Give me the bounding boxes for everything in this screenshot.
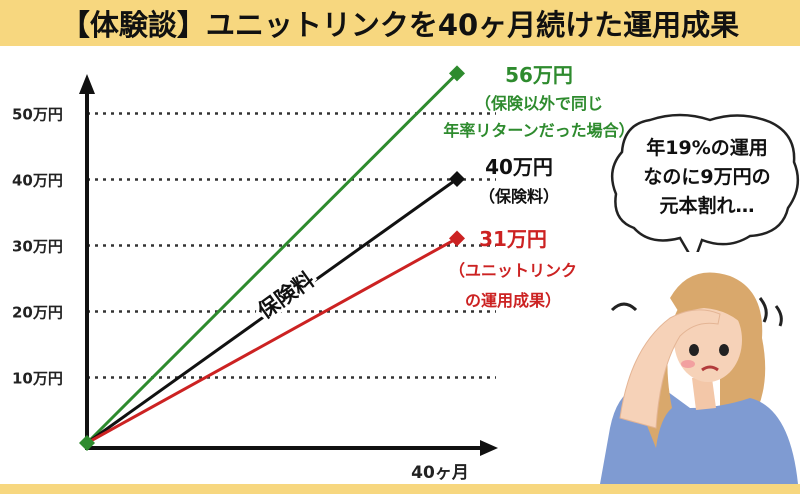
bubble-line: なのに9万円の <box>643 166 771 188</box>
bubble-line: 元本割れ… <box>659 195 755 217</box>
inline-line-label: 保険料 <box>253 267 319 324</box>
worry-mark <box>610 302 638 312</box>
axes <box>79 74 498 456</box>
bubble-line: 年19%の運用 <box>646 137 768 159</box>
series-line <box>86 177 458 445</box>
y-axis-arrow <box>79 74 95 94</box>
speech-bubble <box>610 113 800 252</box>
annotation-label: （ユニットリンク <box>449 261 577 280</box>
start-marker <box>79 435 95 451</box>
series-line <box>86 237 458 445</box>
blush <box>681 360 695 368</box>
right-eye <box>719 344 729 356</box>
bubble-outline <box>610 113 800 252</box>
y-tick-label: 30万円 <box>12 238 63 256</box>
neck <box>692 378 716 410</box>
y-tick-label: 50万円 <box>12 106 63 124</box>
worried-woman-illustration <box>600 272 798 484</box>
value-label: 40万円 <box>485 155 553 179</box>
y-tick-labels: 10万円 20万円 30万円 40万円 50万円 <box>12 106 63 388</box>
annotation-label: 年率リターンだった場合） <box>443 121 634 140</box>
raised-hand <box>619 309 721 429</box>
value-label: 56万円 <box>505 63 573 87</box>
value-label: 31万円 <box>479 227 547 251</box>
worry-mark <box>758 297 768 323</box>
worry-mark <box>774 305 783 327</box>
page-title: 【体験談】ユニットリンクを40ヶ月続けた運用成果 <box>60 8 740 42</box>
series-line <box>85 72 459 445</box>
title-banner: 【体験談】ユニットリンクを40ヶ月続けた運用成果 <box>0 0 800 46</box>
x-axis-label: 40ヶ月 <box>411 463 469 483</box>
annotation-label: （保険料） <box>479 187 559 206</box>
gridlines <box>87 112 496 379</box>
series-lines <box>79 65 465 451</box>
annotation-label: の運用成果） <box>465 291 561 310</box>
bubble-text: 年19%の運用 なのに9万円の 元本割れ… <box>622 134 792 221</box>
end-marker <box>449 65 465 82</box>
y-tick-label: 40万円 <box>12 172 63 190</box>
end-marker <box>449 230 465 247</box>
hair-front <box>674 287 746 328</box>
bottom-strip <box>0 484 800 494</box>
x-axis-arrow <box>480 440 498 456</box>
mouth <box>701 365 719 372</box>
y-tick-label: 10万円 <box>12 370 63 388</box>
annotation-label: （保険以外で同じ <box>475 94 603 113</box>
y-tick-label: 20万円 <box>12 304 63 322</box>
left-eye <box>689 344 699 356</box>
end-marker <box>449 171 465 187</box>
